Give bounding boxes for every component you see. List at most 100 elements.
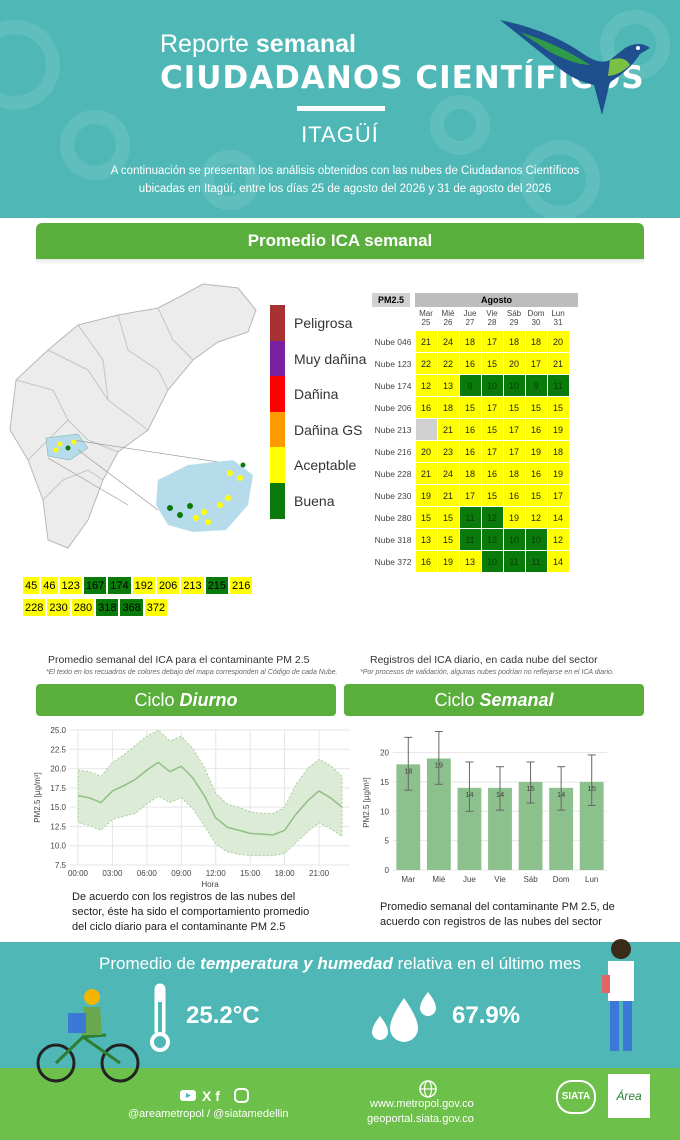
bar <box>488 787 512 870</box>
humidity-value: 67.9% <box>452 1002 521 1029</box>
heatmap-cell: 20 <box>502 352 526 375</box>
x-tick-label: Dom <box>553 875 570 884</box>
report-title: Reporte semanal <box>160 30 356 58</box>
heatmap-cell: 21 <box>414 462 438 485</box>
x-axis-label: Hora <box>201 880 219 889</box>
itagui-map <box>9 283 257 549</box>
nube-code-cell: 216 <box>229 576 254 595</box>
section-ica-title: Promedio ICA semanal <box>36 223 644 259</box>
heatmap-day-header: Jue 27 <box>463 309 477 327</box>
bar <box>579 781 604 870</box>
nube-codes-row-1: 45 46 123 167 174 192 206 213 215 216 <box>22 576 254 595</box>
heatmap-cell: 16 <box>414 396 438 419</box>
y-tick-label: 22.5 <box>50 745 66 754</box>
heatmap-cell: 20 <box>546 330 570 353</box>
bar <box>457 787 482 870</box>
heatmap-cell: 18 <box>436 396 460 419</box>
y-tick-label: 20 <box>380 749 389 758</box>
month-label: Agosto <box>415 293 578 307</box>
heatmap-cell: 17 <box>524 352 548 375</box>
heatmap-cell: 22 <box>436 352 460 375</box>
mean-line <box>77 761 343 836</box>
heatmap-cell: 9 <box>524 374 548 397</box>
nube-code-cell: 230 <box>46 598 71 617</box>
heatmap-row-label: Nube 046 <box>374 336 412 347</box>
nube-code-cell: 192 <box>131 576 156 595</box>
nube-code-cell: 206 <box>155 576 181 595</box>
caption-left: Promedio semanal del ICA para el contami… <box>48 654 310 666</box>
heatmap-cell: 16 <box>524 462 548 485</box>
heatmap-cell: 13 <box>458 550 482 573</box>
nube-code-cell: 318 <box>95 598 120 617</box>
x-tick-label: 21:00 <box>309 869 330 878</box>
heatmap-row-label: Nube 230 <box>374 490 412 501</box>
heatmap-cell: 24 <box>436 462 460 485</box>
heatmap-cell: 24 <box>436 330 460 353</box>
y-tick-label: 17.5 <box>50 784 66 793</box>
heatmap-day-header: Lun 31 <box>551 309 565 327</box>
bar-data-label: 15 <box>526 784 534 793</box>
heatmap-row: Nube 372 16 19 13 10 11 11 14 <box>372 550 570 573</box>
bar <box>396 764 421 870</box>
heatmap-cell: 19 <box>502 506 526 529</box>
legend-label: Aceptable <box>294 457 357 473</box>
bar <box>426 758 451 870</box>
heatmap-cell: 14 <box>546 506 570 529</box>
heatmap-row: Nube 280 15 15 11 12 19 12 14 <box>372 506 570 529</box>
weekly-caption: Promedio semanal del contaminante PM 2.5… <box>380 901 615 928</box>
heatmap-cell: 10 <box>502 528 526 551</box>
web-link-metropol[interactable]: www.metropol.gov.co <box>370 1098 474 1110</box>
heatmap-day-header: Mié 26 <box>441 309 455 327</box>
cyclist-illustration <box>36 989 140 1083</box>
heatmap-cell: 11 <box>524 550 548 573</box>
heatmap-row: Nube 046 21 24 18 17 18 18 20 <box>372 330 570 353</box>
legend-swatch <box>270 482 285 519</box>
heatmap-cell: 12 <box>546 528 570 551</box>
heatmap-cell: 16 <box>480 462 504 485</box>
heatmap-cell: 15 <box>502 396 526 419</box>
legend-swatch <box>270 305 285 341</box>
heatmap-cell: 16 <box>458 352 482 375</box>
heatmap-row-label: Nube 318 <box>374 534 412 545</box>
area-metropolitana-logo: Área <box>608 1074 650 1118</box>
heatmap-cell: 15 <box>480 484 504 507</box>
nube-code-cell: 280 <box>70 598 96 617</box>
heatmap-row-label: Nube 216 <box>374 446 412 457</box>
bar-data-label: 14 <box>557 790 565 799</box>
heatmap-cell: 22 <box>414 352 438 375</box>
tab-ciclo-diurno: Ciclo Diurno <box>36 684 336 716</box>
y-axis-label: PM2.5 [µg/m³] <box>33 772 42 822</box>
heatmap-cell: 12 <box>480 506 504 529</box>
y-tick-label: 12.5 <box>50 822 66 831</box>
caption-right-note: *Por procesos de validación, algunas nub… <box>360 669 614 676</box>
heatmap-cell: 9 <box>458 374 482 397</box>
daily-ica-heatmap: PM2.5 Agosto Mar 25 Mié 26 Jue 27 Vie 28 Sáb 29 Do… <box>372 293 578 573</box>
caption-right: Registros del ICA diario, en cada nube d… <box>370 654 598 666</box>
heatmap-row: Nube 318 13 15 11 12 10 10 12 <box>372 528 570 551</box>
heatmap-cell: 12 <box>480 528 504 551</box>
caption-left-note: *El texto en los recuadros de colores de… <box>46 669 338 676</box>
intro-text: A continuación se presentan los análisis… <box>110 165 580 195</box>
heatmap-cell: 16 <box>524 418 548 441</box>
y-tick-label: 5 <box>385 837 390 846</box>
x-tick-label: 15:00 <box>240 869 261 878</box>
legend-swatch <box>270 447 285 483</box>
heatmap-cell: 18 <box>458 330 482 353</box>
heatmap-cell: 18 <box>502 330 526 353</box>
x-tick-label: 00:00 <box>68 869 89 878</box>
bar-data-label: 15 <box>588 784 596 793</box>
heatmap-cell: 14 <box>546 550 570 573</box>
heatmap-cell: 23 <box>436 440 460 463</box>
heatmap-cell: 21 <box>436 418 460 441</box>
pm-label: PM2.5 <box>372 293 410 307</box>
heatmap-day-header: Vie 28 <box>486 309 498 327</box>
social-handles: @areametropol / @siatamedellin <box>128 1108 289 1120</box>
heatmap-cell: 11 <box>502 550 526 573</box>
heatmap-cell: 21 <box>414 330 438 353</box>
web-link-siata[interactable]: geoportal.siata.gov.co <box>367 1113 474 1125</box>
heatmap-cell: 11 <box>546 374 570 397</box>
legend-label: Muy dañina <box>294 350 367 367</box>
heatmap-cell: 19 <box>546 418 570 441</box>
legend-swatch <box>270 411 285 448</box>
thermometer-icon <box>150 983 170 1052</box>
